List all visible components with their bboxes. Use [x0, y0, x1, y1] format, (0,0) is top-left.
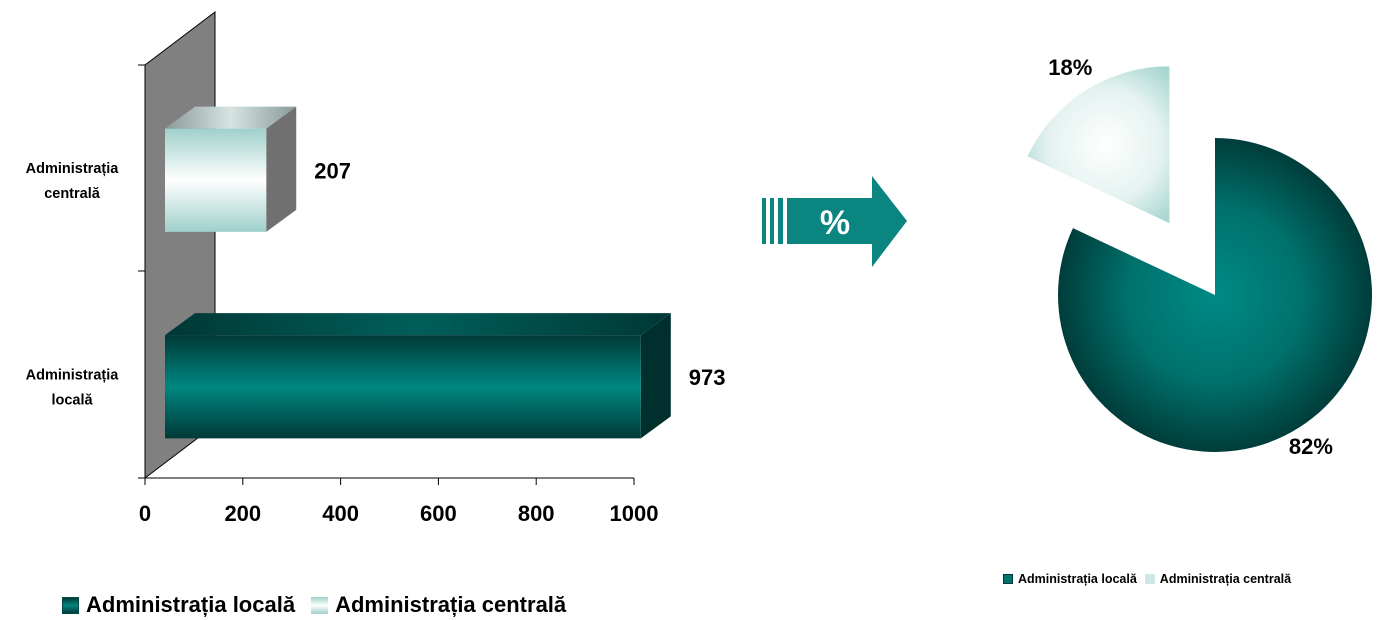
arrow-stripe [762, 198, 766, 244]
arrow-label: % [820, 204, 850, 242]
category-labels: Administrația centrală Administrația locală [26, 161, 120, 409]
legend-label: Administrația centrală [1159, 572, 1292, 586]
x-tick-label: 600 [420, 501, 457, 526]
pie-data-labels: 82% 18% [1048, 55, 1333, 459]
pie-chart [1027, 66, 1372, 452]
category-label-line: locală [51, 392, 93, 408]
pie-value-label: 82% [1289, 434, 1333, 459]
bar-side-face [640, 313, 671, 439]
arrow-body [787, 176, 907, 267]
x-tick-label: 200 [224, 501, 261, 526]
legend-swatch-local [1003, 574, 1013, 584]
pie-slice-exploded [1027, 66, 1170, 224]
bar-chart-legend: Administrația locală Administrația centr… [62, 592, 566, 618]
legend-label: Administrația locală [1018, 572, 1137, 586]
legend-label: Administrația locală [86, 592, 296, 617]
legend-item: Administrația locală [62, 592, 295, 618]
legend-swatch-local [62, 596, 79, 614]
bar-top-face [165, 106, 297, 129]
x-axis-ticks: 0 200 400 600 800 1000 [139, 478, 659, 526]
category-label-line: Administrația [26, 367, 120, 383]
category-label: Administrația centrală [26, 161, 120, 202]
bar-value-label: 207 [314, 158, 351, 183]
x-tick-label: 0 [139, 501, 151, 526]
pie-value-label: 18% [1048, 55, 1092, 80]
legend-item: Administrația centrală [1144, 572, 1292, 586]
arrow-stripe [770, 198, 774, 244]
percent-arrow: % [762, 176, 907, 267]
x-tick-label: 1000 [610, 501, 659, 526]
x-tick-label: 800 [518, 501, 555, 526]
bar [165, 335, 641, 439]
bar-value-label: 973 [689, 365, 726, 390]
x-tick-label: 400 [322, 501, 359, 526]
legend-label: Administrația centrală [335, 592, 567, 617]
pie-chart-legend: Administrația locală Administrația centr… [1003, 572, 1291, 586]
bar-data-labels: 207 973 [314, 158, 725, 390]
legend-item: Administrația centrală [311, 592, 566, 618]
legend-swatch-central [311, 596, 329, 614]
bar-top-face [165, 313, 671, 336]
pie-slice [1058, 138, 1372, 452]
bar [165, 128, 267, 232]
bar-series [165, 106, 671, 439]
legend-swatch-central [1144, 574, 1155, 584]
legend-item: Administrația locală [1003, 572, 1137, 586]
bar-side-face [266, 106, 297, 232]
arrow-stripe [778, 198, 783, 244]
category-label-line: centrală [44, 186, 101, 202]
category-label-line: Administrația [26, 161, 120, 177]
category-label: Administrația locală [26, 367, 120, 408]
